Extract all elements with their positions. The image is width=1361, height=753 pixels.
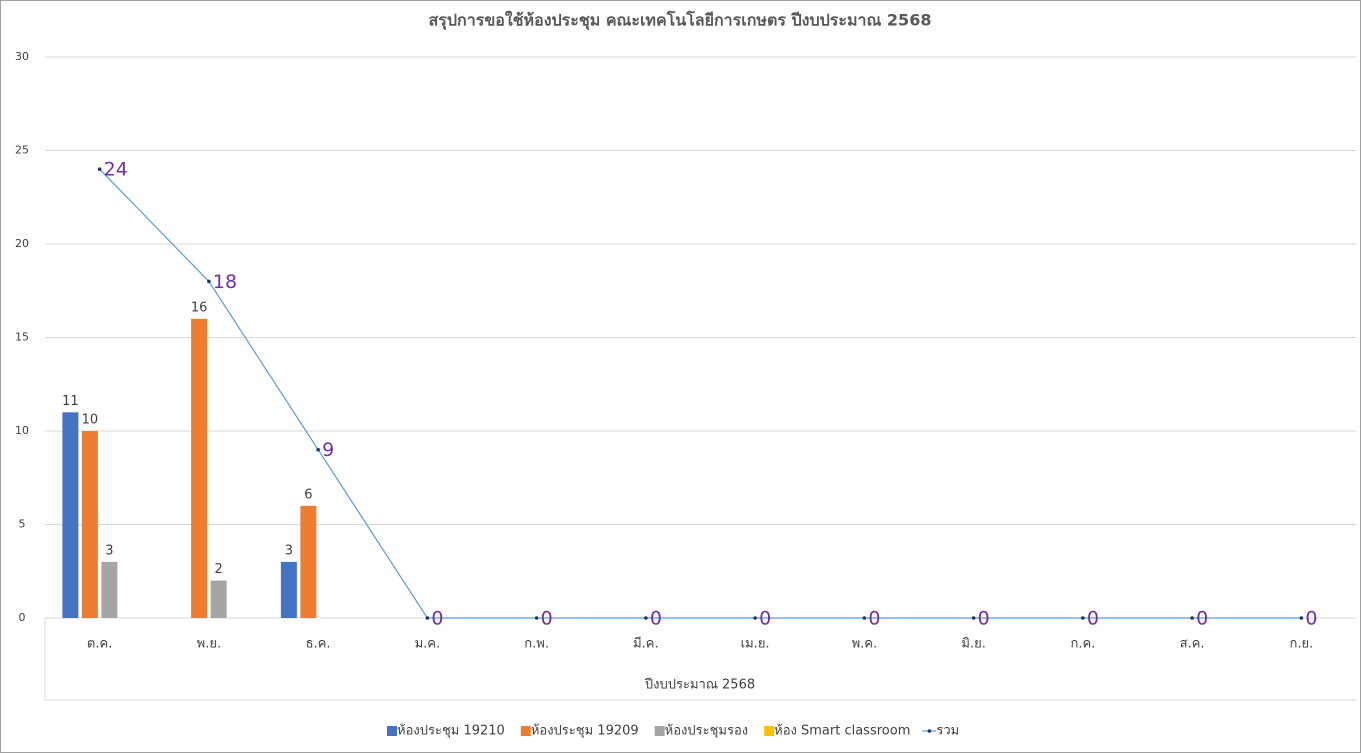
- bar: [210, 580, 227, 618]
- x-tick-label: มิ.ย.: [961, 637, 985, 652]
- x-tick-label: ส.ค.: [1180, 637, 1205, 652]
- x-axis-title: ปีงบประมาณ 2568: [644, 677, 755, 693]
- line-marker: [1190, 616, 1194, 620]
- y-tick-label: 25: [15, 144, 29, 157]
- line: [99, 168, 1302, 619]
- line-label: 24: [104, 159, 128, 181]
- bar: [280, 561, 297, 618]
- x-tick-label: ก.ค.: [1070, 637, 1095, 652]
- legend-swatch: [927, 729, 932, 733]
- line-label: 18: [213, 271, 237, 293]
- legend-label: รวม: [936, 724, 959, 739]
- line-marker: [207, 279, 211, 284]
- line-label: 0: [541, 608, 553, 630]
- line-marker: [97, 167, 102, 171]
- line-marker: [971, 616, 976, 620]
- x-tick-label: ม.ค.: [415, 637, 441, 652]
- x-tick-label: พ.ค.: [852, 637, 878, 652]
- line-label: 9: [322, 439, 334, 461]
- bar-label: 3: [105, 543, 113, 558]
- y-tick-label: 0: [19, 611, 26, 624]
- line-label: 0: [431, 608, 443, 630]
- line-marker: [1299, 616, 1304, 620]
- x-tick-label: เม.ย.: [741, 637, 770, 652]
- y-tick-label: 30: [15, 50, 29, 63]
- bar: [81, 431, 98, 618]
- bar: [101, 561, 118, 618]
- x-tick-label: มี.ค.: [633, 636, 659, 652]
- line-label: 0: [868, 608, 880, 630]
- bar: [300, 505, 317, 618]
- line-marker: [534, 616, 539, 620]
- line-label: 0: [1087, 608, 1099, 630]
- line-label: 0: [1196, 608, 1208, 630]
- line-marker: [425, 616, 430, 620]
- y-tick-label: 5: [19, 518, 26, 531]
- line-marker: [644, 616, 648, 620]
- line-label: 0: [978, 608, 990, 630]
- x-tick-label: ก.ย.: [1289, 637, 1313, 652]
- legend-swatch: [387, 726, 397, 736]
- y-tick-label: 20: [15, 237, 29, 250]
- bar-label: 2: [214, 562, 222, 577]
- legend-label: ห้อง Smart classroom: [774, 724, 910, 739]
- x-tick-label: พ.ย.: [197, 637, 221, 652]
- bar-label: 16: [191, 300, 208, 315]
- y-tick-label: 15: [15, 331, 29, 344]
- bar-label: 6: [304, 487, 312, 502]
- bar: [191, 318, 208, 618]
- bar: [62, 412, 79, 618]
- bar-label: 11: [62, 394, 79, 409]
- legend-label: ห้องประชุม 19209: [531, 724, 639, 739]
- legend-swatch: [654, 726, 665, 736]
- bar-label: 10: [82, 413, 99, 428]
- line-marker: [753, 616, 757, 620]
- line-marker: [316, 447, 320, 452]
- y-tick-label: 10: [15, 424, 29, 437]
- bar-label: 3: [285, 543, 293, 558]
- legend-label: ห้องประชุมรอง: [665, 724, 748, 739]
- line-label: 0: [650, 608, 662, 630]
- line-label: 0: [1305, 608, 1317, 630]
- legend-swatch: [520, 726, 531, 736]
- line-marker: [1081, 616, 1085, 620]
- x-tick-label: ต.ค.: [87, 637, 112, 652]
- x-tick-label: ก.พ.: [524, 637, 549, 652]
- line-marker: [862, 616, 867, 620]
- line-label: 0: [759, 608, 771, 630]
- legend-label: ห้องประชุม 19210: [397, 724, 505, 739]
- chart-title: สรุปการขอใช้ห้องประชุม คณะเทคโนโลยีการเก…: [429, 10, 932, 31]
- x-tick-label: ธ.ค.: [306, 637, 331, 652]
- legend-swatch: [764, 726, 775, 736]
